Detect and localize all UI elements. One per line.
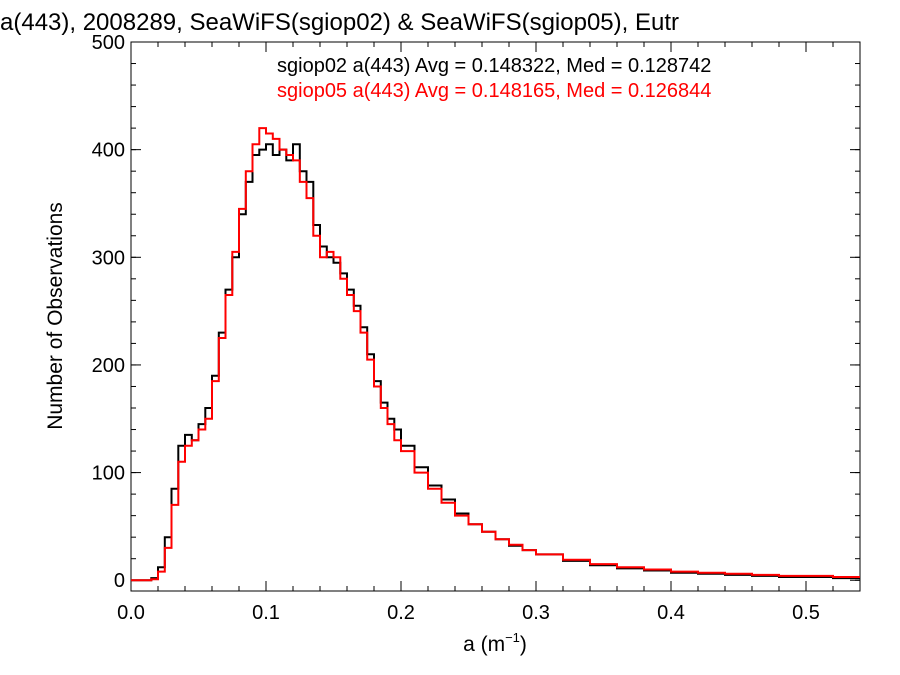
- y-tick-label: 400: [92, 140, 125, 162]
- legend-entry-sgiop02: sgiop02 a(443) Avg = 0.148322, Med = 0.1…: [277, 55, 711, 77]
- x-axis-label-main: a (m: [463, 633, 505, 656]
- x-tick-label: 0.0: [117, 602, 145, 624]
- y-tick-label: 300: [92, 247, 125, 269]
- x-tick-label: 0.5: [792, 602, 820, 624]
- x-tick-label: 0.4: [657, 602, 685, 624]
- chart-title: a(443), 2008289, SeaWiFS(sgiop02) & SeaW…: [0, 9, 679, 36]
- plot-frame: [130, 41, 861, 592]
- x-tick-label: 0.1: [252, 602, 280, 624]
- tick-labels: 0.0 0.1 0.2 0.3 0.4 0.5 0 100 200 300 400 500: [92, 32, 820, 624]
- x-axis-label-sup: −1: [505, 630, 520, 645]
- y-axis-label: Number of Observations: [44, 202, 67, 430]
- axis-ticks: [130, 41, 861, 591]
- y-tick-label: 500: [92, 32, 125, 54]
- x-axis-label-close: ): [520, 633, 527, 656]
- series-sgiop05: [131, 127, 860, 582]
- series-group: [131, 127, 860, 582]
- x-axis-label: a (m−1): [463, 630, 527, 656]
- y-tick-label: 100: [92, 463, 125, 485]
- series-sgiop02: [131, 143, 860, 582]
- legend-entry-sgiop05: sgiop05 a(443) Avg = 0.148165, Med = 0.1…: [277, 80, 711, 102]
- x-tick-label: 0.2: [387, 602, 415, 624]
- y-tick-label: 200: [92, 355, 125, 377]
- x-tick-label: 0.3: [522, 602, 550, 624]
- y-tick-label: 0: [114, 570, 125, 592]
